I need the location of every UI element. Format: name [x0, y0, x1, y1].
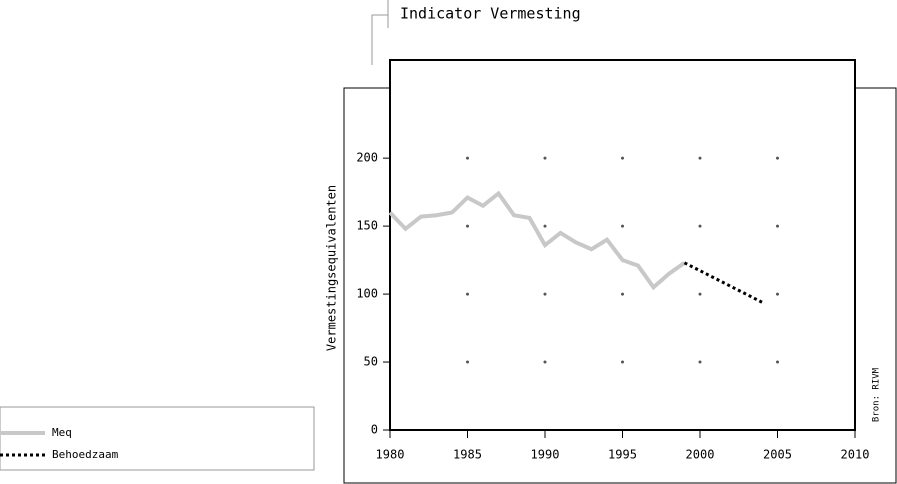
grid-dot	[698, 224, 702, 228]
source: Bron: RIVM	[872, 367, 882, 422]
x-tick-label: 1980	[376, 448, 405, 462]
y-tick-label: 100	[356, 287, 378, 301]
legend	[0, 406, 315, 471]
chart-title: Indicator Vermesting	[400, 5, 581, 23]
legend-label: Behoedzaam	[52, 448, 119, 461]
grid-dot	[776, 292, 779, 296]
y-axis-label: Vermestingsequivalenten	[325, 185, 339, 351]
x-tick-label: 1990	[531, 448, 560, 462]
grid-dot	[466, 224, 469, 228]
y-tick-label: 200	[356, 151, 378, 165]
legend-label: Meq	[52, 426, 72, 439]
grid-dot	[466, 292, 469, 296]
grid-dot	[776, 224, 779, 228]
x-tick-label: 1985	[453, 448, 482, 462]
x-tick-label: 2005	[763, 448, 792, 462]
x-tick-label: 1995	[608, 448, 637, 462]
grid-dot	[698, 360, 702, 364]
grid-dot	[698, 156, 702, 160]
plot-frame	[389, 59, 856, 431]
grid-dot	[776, 360, 779, 364]
grid-dot	[543, 156, 547, 160]
y-tick-label: 50	[364, 355, 378, 369]
grid-dot	[621, 360, 624, 364]
grid-dot	[543, 224, 547, 228]
decor	[371, 14, 388, 65]
grid-dot	[466, 360, 469, 364]
grid-dot	[776, 156, 779, 160]
grid-dot	[621, 292, 624, 296]
grid-dot	[621, 224, 624, 228]
y-tick-label: 0	[371, 423, 378, 437]
grid-dot	[543, 360, 547, 364]
series-line	[388, 190, 686, 291]
series-line	[683, 261, 763, 304]
x-tick-label: 2000	[686, 448, 715, 462]
grid-dot	[466, 156, 469, 160]
x-tick-label: 2010	[841, 448, 870, 462]
grid-dot	[543, 292, 547, 296]
y-tick-label: 150	[356, 219, 378, 233]
grid-dot	[698, 292, 702, 296]
grid-dot	[621, 156, 624, 160]
